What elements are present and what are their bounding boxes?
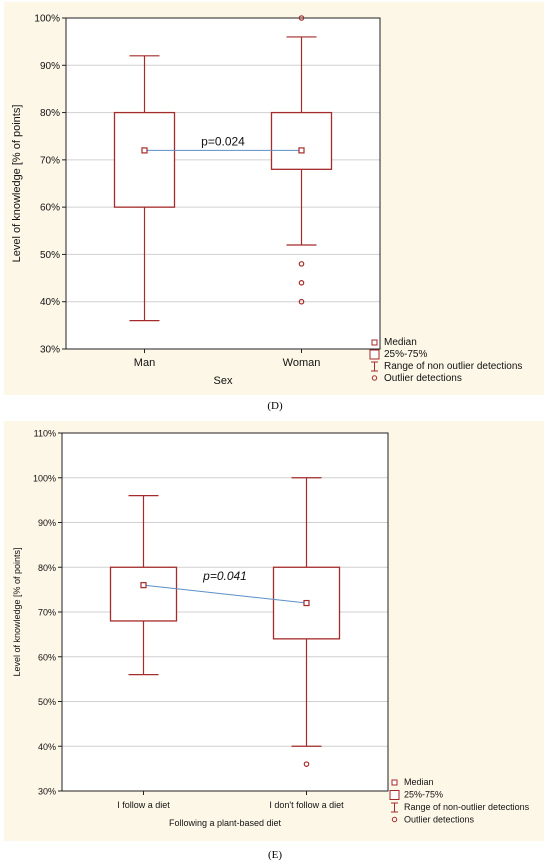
y-tick-label: 40% — [40, 297, 60, 308]
median-marker — [298, 147, 305, 154]
chart-panel-d: 30% 40% 50% 60% 70% 80% 90% 100% Man Woman p=0.024… — [4, 2, 544, 395]
legend-outlier-symbol — [371, 375, 378, 381]
legend-box-symbol — [369, 349, 380, 360]
x-axis-title: Sex — [214, 375, 233, 387]
p-value-annotation: p=0.024 — [201, 134, 245, 148]
y-tick-label: 80% — [40, 108, 60, 119]
x-tick-label: Man — [134, 357, 155, 369]
y-tick-label: 70% — [40, 155, 60, 166]
outlier-point — [298, 261, 305, 267]
outlier-point — [298, 15, 305, 21]
y-tick-label: 50% — [40, 250, 60, 261]
median-marker — [141, 147, 148, 154]
plot-area — [66, 18, 380, 349]
median-connector-line — [143, 584, 307, 604]
iqr-box — [113, 111, 176, 208]
boxplot-chart-e: 30% 40% 50% 60% 70% 80% 90% 100% 110% I follow a … — [12, 429, 530, 829]
y-tick-label: 60% — [38, 652, 56, 662]
y-axis-title: Level of knowledge [% of points] — [12, 547, 22, 676]
y-tick-label: 40% — [38, 742, 56, 752]
iqr-box — [270, 111, 333, 170]
y-tick-label: 70% — [38, 608, 56, 618]
legend-label-range: Range of non outlier detections — [384, 361, 522, 372]
plot-frame — [65, 17, 381, 350]
y-tick-label: 30% — [40, 345, 60, 356]
outlier-point — [303, 761, 310, 767]
y-tick-label: 100% — [33, 473, 56, 483]
figure-caption-e: (E) — [267, 849, 283, 861]
legend-label-median: Median — [404, 777, 434, 787]
x-axis-title: Following a plant-based diet — [169, 818, 282, 828]
y-axis-title: Level of knowledge [% of points] — [11, 105, 23, 263]
median-marker — [140, 582, 147, 589]
legend-median-symbol — [391, 779, 398, 786]
legend-label-iqr: 25%-75% — [404, 790, 443, 800]
y-tick-label: 50% — [38, 697, 56, 707]
x-tick-label: I follow a diet — [117, 800, 170, 810]
iqr-box — [109, 566, 178, 622]
plot-frame — [61, 432, 389, 792]
legend-label-outlier: Outlier detections — [384, 373, 462, 384]
x-tick-label: I don't follow a diet — [269, 800, 344, 810]
y-tick-label: 90% — [40, 61, 60, 72]
legend-label-range: Range of non-outlier detections — [404, 802, 530, 812]
outlier-point — [298, 298, 305, 305]
boxplot-chart-d: 30% 40% 50% 60% 70% 80% 90% 100% Man Woman p=0.024… — [11, 14, 522, 388]
legend-label-outlier: Outlier detections — [404, 815, 475, 825]
y-tick-label: 30% — [38, 787, 56, 797]
y-tick-label: 110% — [34, 429, 56, 439]
y-tick-label: 90% — [38, 518, 56, 528]
legend-median-symbol — [371, 339, 378, 346]
y-tick-label: 80% — [38, 563, 56, 573]
x-tick-label: Woman — [283, 357, 321, 369]
legend-label-iqr: 25%-75% — [384, 349, 427, 360]
p-value-annotation: p=0.041 — [202, 569, 247, 583]
outlier-point — [298, 279, 305, 286]
y-tick-label: 60% — [40, 203, 60, 214]
legend-label-median: Median — [384, 337, 417, 348]
legend-box-symbol — [389, 790, 400, 800]
chart-panel-e: 30% 40% 50% 60% 70% 80% 90% 100% 110% I follow a … — [4, 421, 544, 841]
y-tick-label: 100% — [34, 14, 60, 25]
figure-caption-d: (D) — [267, 400, 283, 412]
legend-outlier-symbol — [391, 816, 398, 823]
median-marker — [303, 599, 310, 607]
